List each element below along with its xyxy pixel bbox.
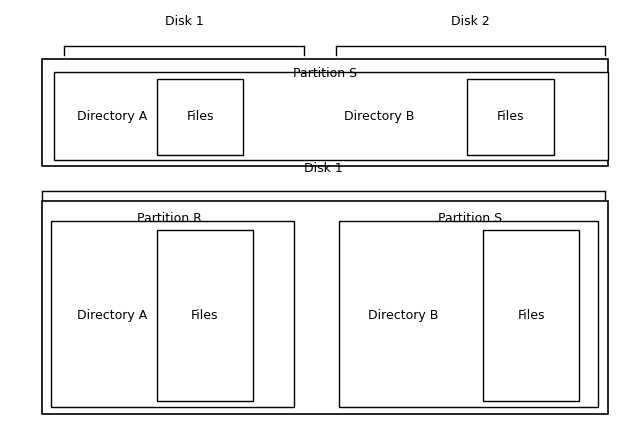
Bar xyxy=(42,59,608,166)
Bar xyxy=(339,221,598,407)
Text: Partition S: Partition S xyxy=(438,212,502,226)
Text: Files: Files xyxy=(497,110,524,123)
Bar xyxy=(51,221,294,407)
Text: Partition S: Partition S xyxy=(293,67,357,80)
Text: Disk 2: Disk 2 xyxy=(451,15,490,28)
Bar xyxy=(483,230,579,401)
Bar xyxy=(467,79,554,155)
Bar xyxy=(157,79,243,155)
Text: Files: Files xyxy=(191,309,218,322)
Bar xyxy=(42,201,608,414)
Text: Directory A: Directory A xyxy=(77,309,147,322)
Text: Partition R: Partition R xyxy=(137,212,202,226)
Text: Files: Files xyxy=(187,110,214,123)
Text: Files: Files xyxy=(518,309,545,322)
Text: Directory B: Directory B xyxy=(368,309,438,322)
Text: Disk 1: Disk 1 xyxy=(304,162,342,175)
Text: Disk 1: Disk 1 xyxy=(164,15,204,28)
Text: Directory A: Directory A xyxy=(77,110,147,123)
Bar xyxy=(54,72,608,160)
Text: Directory B: Directory B xyxy=(344,110,415,123)
Bar xyxy=(157,230,253,401)
